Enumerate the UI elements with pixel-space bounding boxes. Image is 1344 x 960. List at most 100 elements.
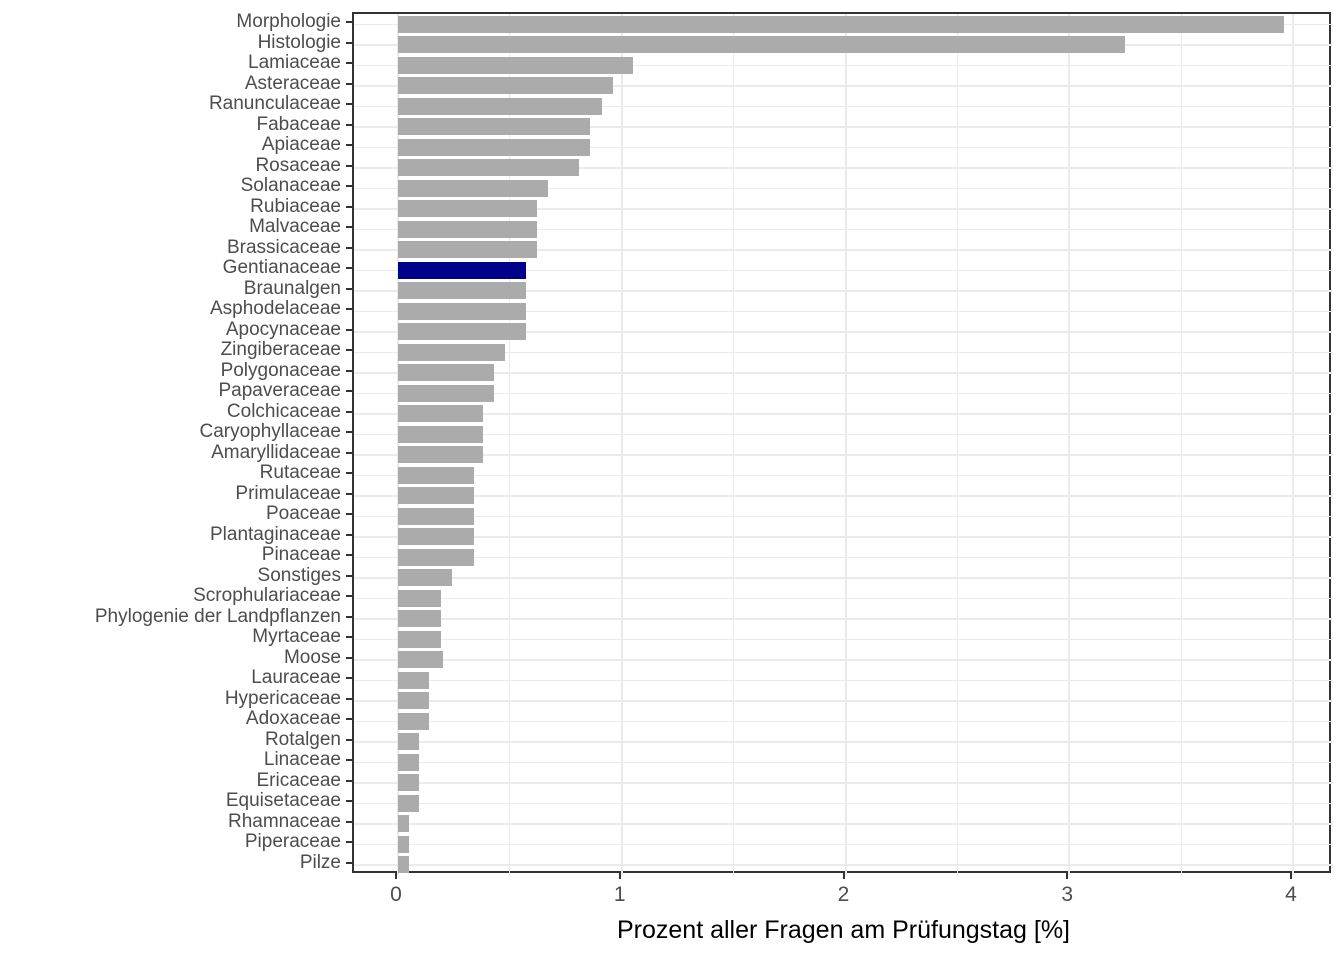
bar — [398, 138, 591, 156]
category-label: Brassicaceae — [226, 236, 341, 258]
bar — [398, 774, 420, 792]
y-tick-mark — [346, 677, 352, 680]
category-label: Apocynaceae — [225, 318, 341, 340]
major-gridline-y — [354, 64, 1333, 66]
x-tick-mark — [395, 873, 397, 879]
major-gridline-y — [354, 146, 1333, 148]
y-tick-mark — [346, 841, 352, 844]
y-tick-mark — [346, 759, 352, 762]
bar — [398, 425, 484, 443]
y-tick-mark — [346, 431, 352, 434]
y-tick-mark — [346, 820, 352, 823]
minor-gridline-x — [733, 14, 735, 875]
category-label: Morphologie — [236, 11, 341, 33]
category-label: Piperaceae — [244, 831, 341, 853]
category-label: Ranunculaceae — [208, 93, 341, 115]
category-label: Linaceae — [263, 749, 341, 771]
bar — [398, 651, 443, 669]
x-tick-mark — [1066, 873, 1069, 879]
minor-gridline-x — [1180, 14, 1182, 875]
category-label: Ericaceae — [256, 769, 342, 791]
bar — [398, 856, 410, 874]
category-label: Moose — [283, 646, 341, 668]
category-label: Papaveraceae — [218, 380, 341, 402]
y-tick-mark — [346, 513, 352, 516]
x-tick-label: 4 — [1285, 883, 1297, 906]
bar — [398, 487, 475, 505]
bar — [398, 753, 420, 771]
y-tick-mark — [346, 697, 352, 700]
y-tick-mark — [346, 472, 352, 475]
category-label: Braunalgen — [243, 277, 341, 299]
bar — [398, 97, 602, 115]
bar — [398, 446, 484, 464]
category-label: Apiaceae — [261, 134, 341, 156]
category-label: Polygonaceae — [220, 359, 341, 381]
major-gridline-y — [354, 700, 1333, 702]
bar — [398, 15, 1285, 33]
major-gridline-x — [397, 14, 399, 875]
category-label: Scrophulariaceae — [193, 585, 341, 607]
y-tick-mark — [346, 349, 352, 352]
x-tick-label: 1 — [613, 883, 626, 906]
bar — [398, 323, 526, 341]
y-tick-mark — [346, 800, 352, 803]
category-label: Lauraceae — [251, 667, 341, 689]
category-label: Asteraceae — [244, 72, 341, 94]
major-gridline-y — [354, 228, 1333, 230]
major-gridline-y — [354, 249, 1333, 251]
minor-gridline-x — [509, 14, 511, 875]
bar — [398, 343, 506, 361]
x-tick-label: 2 — [837, 883, 850, 906]
bar — [398, 200, 537, 218]
y-tick-mark — [346, 779, 352, 782]
category-label: Equisetaceae — [225, 790, 341, 812]
major-gridline-y — [354, 310, 1333, 312]
y-tick-mark — [346, 21, 352, 24]
category-label: Gentianaceae — [222, 257, 341, 279]
category-label: Pilze — [299, 851, 341, 873]
bar — [398, 733, 420, 751]
category-label: Pinaceae — [261, 544, 341, 566]
y-tick-mark — [346, 390, 352, 393]
major-gridline-y — [354, 474, 1333, 476]
y-tick-mark — [346, 123, 352, 126]
y-tick-mark — [346, 492, 352, 495]
x-tick-mark — [618, 873, 621, 879]
plot-panel — [352, 12, 1333, 875]
major-gridline-y — [354, 167, 1333, 169]
major-gridline-x — [620, 14, 623, 875]
y-tick-mark — [346, 41, 352, 44]
y-tick-mark — [346, 738, 352, 741]
bar — [398, 405, 484, 423]
major-gridline-x — [844, 14, 847, 875]
y-tick-mark — [346, 656, 352, 659]
bar — [398, 835, 410, 853]
bar — [398, 384, 495, 402]
y-tick-mark — [346, 144, 352, 147]
y-tick-mark — [346, 861, 352, 864]
major-gridline-y — [354, 638, 1333, 640]
major-gridline-y — [354, 597, 1333, 599]
major-gridline-y — [354, 556, 1333, 558]
bar — [398, 77, 613, 95]
category-label: Plantaginaceae — [210, 523, 341, 545]
category-label: Hypericaceae — [224, 687, 341, 709]
category-label: Rubiaceae — [250, 195, 341, 217]
bar — [398, 364, 495, 382]
category-label: Primulaceae — [235, 482, 341, 504]
y-tick-mark — [346, 226, 352, 229]
y-tick-mark — [346, 533, 352, 536]
bar — [398, 630, 441, 648]
y-tick-mark — [346, 205, 352, 208]
major-gridline-y — [354, 413, 1333, 415]
y-tick-mark — [346, 164, 352, 167]
category-label: Sonstiges — [257, 564, 341, 586]
major-gridline-y — [354, 105, 1333, 107]
bar — [398, 282, 526, 300]
major-gridline-y — [354, 618, 1333, 620]
y-tick-mark — [346, 718, 352, 721]
bar — [398, 36, 1126, 54]
bar — [398, 794, 420, 812]
major-gridline-y — [354, 659, 1333, 661]
